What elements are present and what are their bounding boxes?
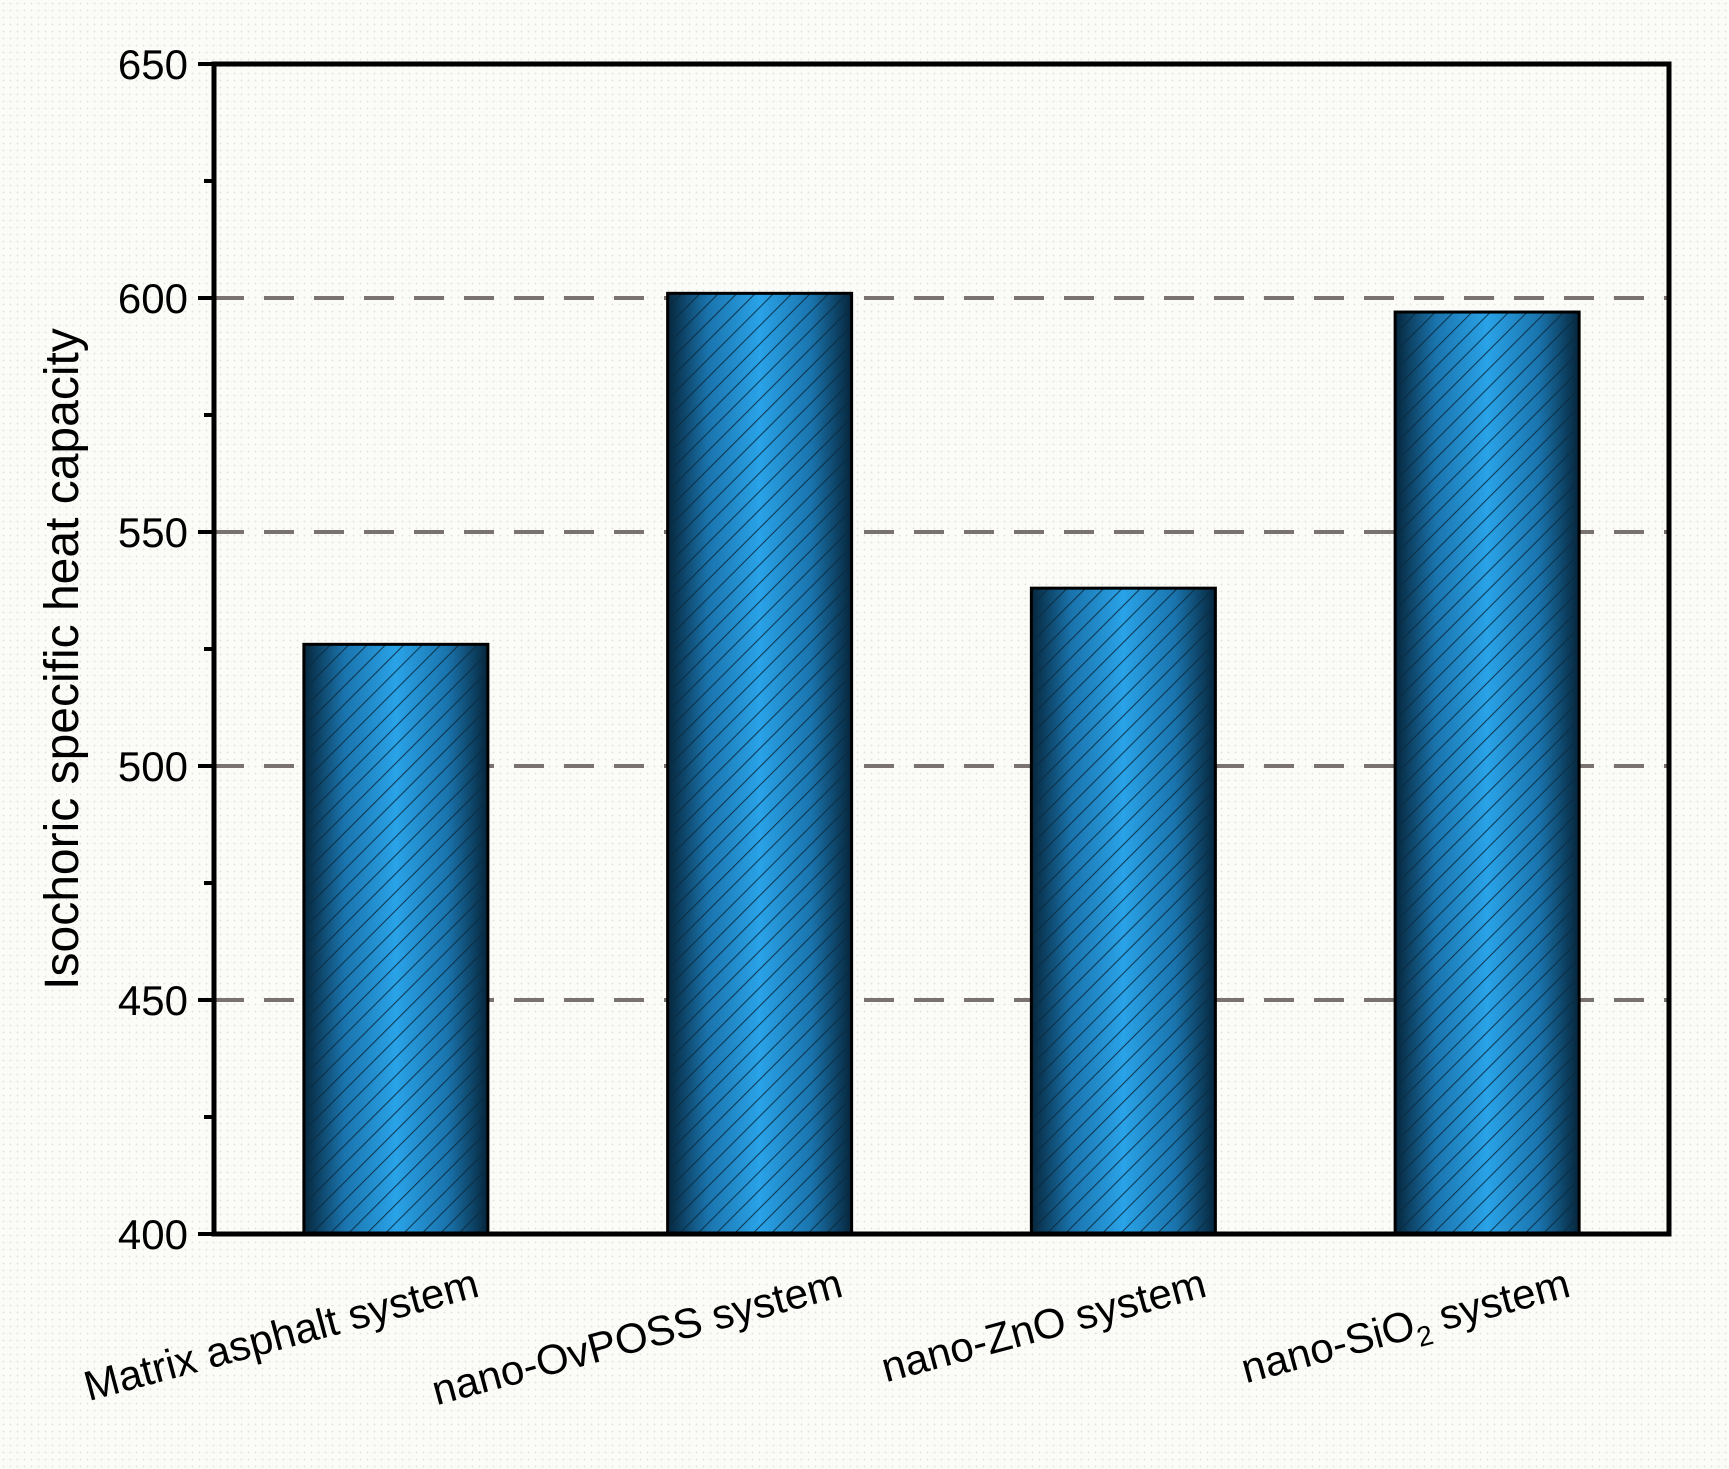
y-tick-label: 400 <box>118 1211 188 1258</box>
bar-hatch <box>1395 312 1580 1234</box>
y-axis-title: Isochoric specific heat capacity <box>36 328 89 990</box>
bar <box>1393 310 1581 1236</box>
y-tick-label: 500 <box>118 743 188 790</box>
bar <box>302 642 490 1236</box>
x-category-label: Matrix asphalt system <box>79 1259 483 1410</box>
y-tick-label: 450 <box>118 977 188 1024</box>
bar-hatch <box>1031 588 1216 1234</box>
bar-hatch <box>667 293 852 1234</box>
bar <box>1029 586 1217 1236</box>
x-category-label: nano-OvPOSS system <box>427 1259 847 1414</box>
x-category-label: nano-ZnO system <box>876 1259 1211 1391</box>
bar <box>666 291 854 1236</box>
y-tick-label: 550 <box>118 509 188 556</box>
bar-hatch <box>303 644 488 1234</box>
y-tick-label: 600 <box>118 275 188 322</box>
axes <box>198 61 1672 1237</box>
x-category-label: nano-SiO2 system <box>1236 1259 1576 1399</box>
y-tick-label: 650 <box>118 41 188 88</box>
bars <box>302 291 1581 1236</box>
